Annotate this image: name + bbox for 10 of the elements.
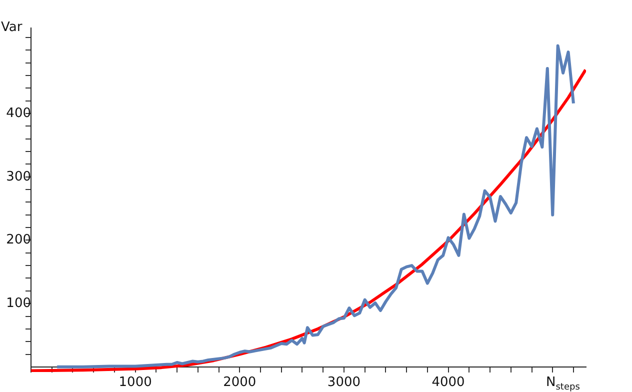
y-tick-label: 400 [6,106,31,121]
y-tick-label: 100 [6,296,31,311]
x-axis-title: N$_{steps}$ [546,374,580,392]
x-tick-label: 1000 [118,375,152,390]
y-tick-label: 200 [6,232,31,248]
y-axis-title: Var [1,20,22,35]
x-tick-label: 4000 [432,375,465,390]
y-tick-label: 300 [6,169,31,184]
x-tick-label: 3000 [327,375,361,390]
x-tick-label: 2000 [223,375,256,390]
